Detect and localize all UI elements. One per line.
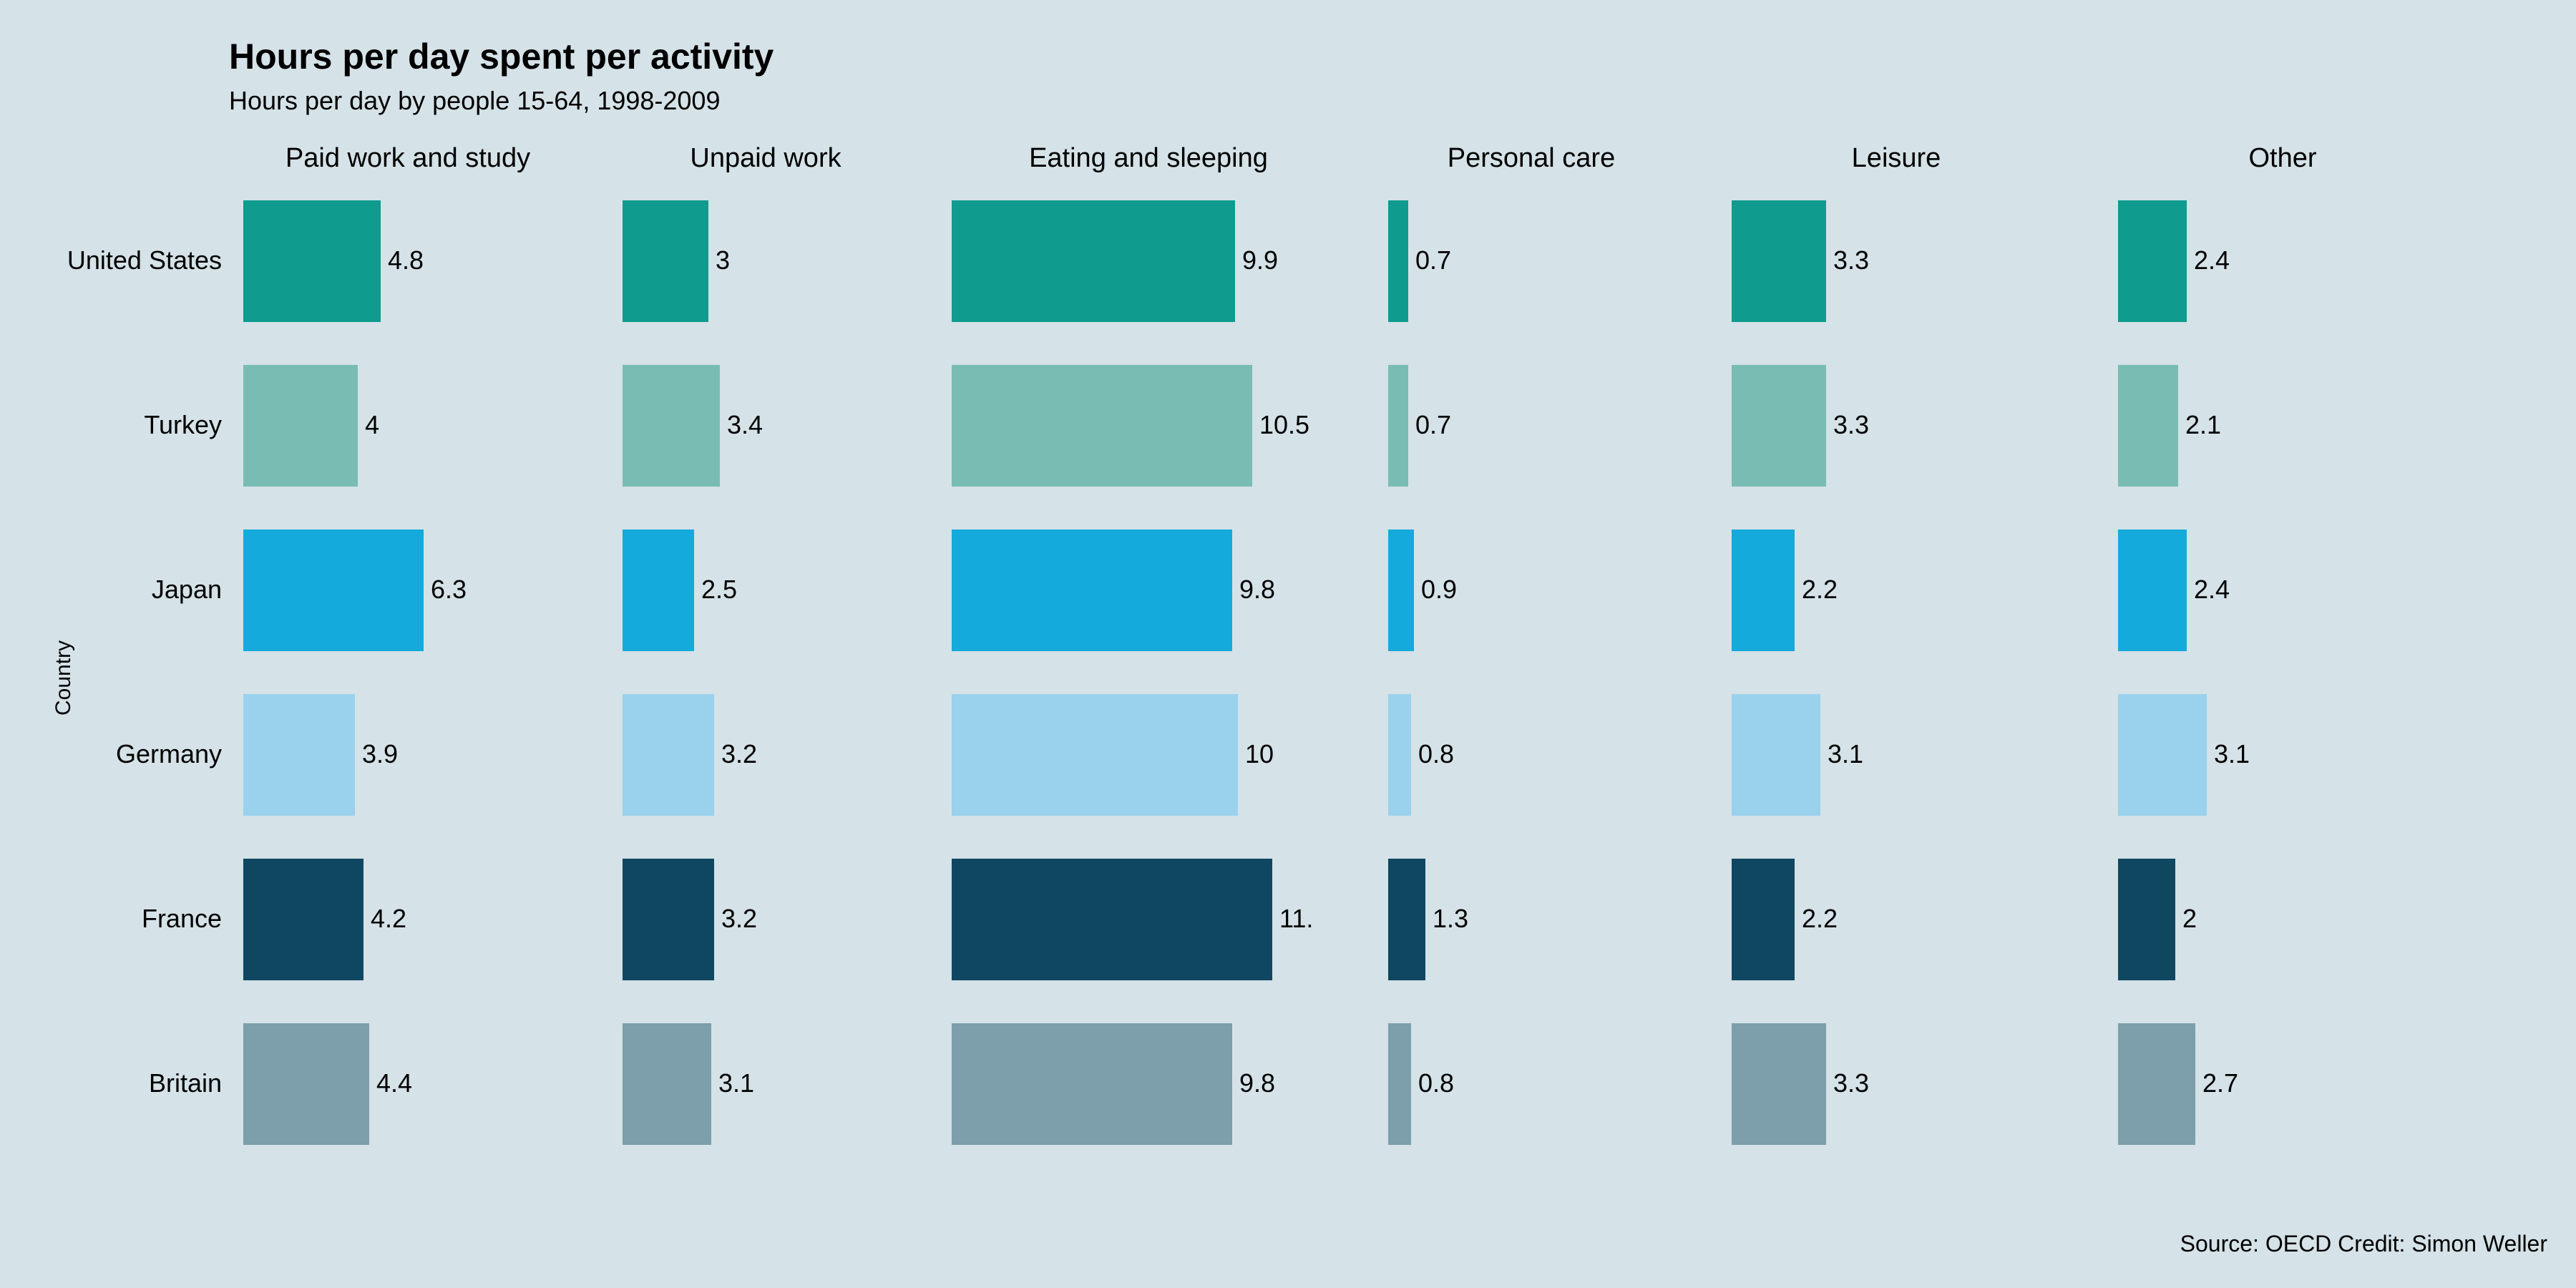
row-label: France <box>0 904 222 934</box>
bar <box>623 859 714 980</box>
bar <box>1388 200 1408 322</box>
bar <box>1732 200 1826 322</box>
bar-value-label: 9.8 <box>1239 575 1275 605</box>
chart-title: Hours per day spent per activity <box>229 36 774 77</box>
bar <box>952 1023 1232 1145</box>
bar-value-label: 3.3 <box>1833 245 1869 275</box>
bar-value-label: 6.3 <box>431 575 467 605</box>
column-header: Eating and sleeping <box>923 143 1374 174</box>
bar-value-label: 3.1 <box>718 1068 754 1098</box>
bar <box>1732 694 1820 816</box>
bar <box>2118 530 2187 651</box>
bar <box>243 200 381 322</box>
bar <box>1732 1023 1826 1145</box>
bar <box>243 530 424 651</box>
bar-value-label: 2.5 <box>701 575 737 605</box>
bar-value-label: 0.8 <box>1418 1068 1454 1098</box>
bar-value-label: 9.9 <box>1242 245 1278 275</box>
column-header: Other <box>2089 143 2476 174</box>
bar <box>243 859 364 980</box>
bar <box>623 200 708 322</box>
bar <box>243 365 358 487</box>
bar-value-label: 3.1 <box>2214 739 2250 769</box>
bar-value-label: 3.2 <box>721 904 757 934</box>
bar <box>2118 365 2178 487</box>
bar-value-label: 2.4 <box>2194 245 2230 275</box>
bar-value-label: 4.8 <box>388 245 424 275</box>
bar <box>1388 1023 1411 1145</box>
chart-container: Hours per day spent per activity Hours pe… <box>0 0 2576 1288</box>
bar-value-label: 11. <box>1279 904 1313 934</box>
bar-value-label: 3.3 <box>1833 1068 1869 1098</box>
column-header: Unpaid work <box>594 143 937 174</box>
bar-value-label: 4.4 <box>376 1068 412 1098</box>
bar-value-label: 3.3 <box>1833 410 1869 440</box>
bar-value-label: 2.2 <box>1802 575 1838 605</box>
y-axis-label: Country <box>52 640 76 716</box>
bar-value-label: 9.8 <box>1239 1068 1275 1098</box>
bar <box>1388 530 1414 651</box>
bar <box>1732 365 1826 487</box>
credit-line: Source: OECD Credit: Simon Weller <box>2180 1231 2547 1257</box>
bar-value-label: 2.4 <box>2194 575 2230 605</box>
bar-value-label: 4.2 <box>371 904 406 934</box>
row-label: United States <box>0 245 222 275</box>
bar <box>952 859 1272 980</box>
bar-value-label: 3.1 <box>1828 739 1863 769</box>
bar <box>1388 859 1425 980</box>
bar <box>952 530 1232 651</box>
bar-value-label: 0.7 <box>1415 245 1451 275</box>
row-label: Britain <box>0 1068 222 1098</box>
bar <box>1732 530 1795 651</box>
bar-value-label: 3.4 <box>727 410 763 440</box>
bar <box>952 365 1252 487</box>
bar-value-label: 2.7 <box>2202 1068 2238 1098</box>
bar-value-label: 2 <box>2182 904 2197 934</box>
bar <box>1388 694 1411 816</box>
bar <box>623 530 694 651</box>
bar-value-label: 10 <box>1245 739 1274 769</box>
bar <box>952 200 1235 322</box>
bar <box>623 1023 711 1145</box>
bar <box>243 1023 369 1145</box>
chart-subtitle: Hours per day by people 15-64, 1998-2009 <box>229 86 720 116</box>
bar-value-label: 10.5 <box>1259 410 1309 440</box>
bar <box>1388 365 1408 487</box>
bar <box>623 694 714 816</box>
column-header: Personal care <box>1360 143 1703 174</box>
row-label: Turkey <box>0 410 222 440</box>
bar <box>952 694 1238 816</box>
bar <box>2118 1023 2195 1145</box>
bar <box>2118 694 2207 816</box>
bar <box>623 365 720 487</box>
bar-value-label: 0.8 <box>1418 739 1454 769</box>
bar <box>2118 200 2187 322</box>
bar <box>1732 859 1795 980</box>
bar-value-label: 0.9 <box>1421 575 1457 605</box>
bar-value-label: 3 <box>716 245 730 275</box>
bar-value-label: 0.7 <box>1415 410 1451 440</box>
bar-value-label: 3.2 <box>721 739 757 769</box>
bar-value-label: 2.2 <box>1802 904 1838 934</box>
column-header: Paid work and study <box>215 143 601 174</box>
bar <box>243 694 355 816</box>
bar-value-label: 3.9 <box>362 739 398 769</box>
row-label: Japan <box>0 575 222 605</box>
bar-value-label: 2.1 <box>2185 410 2221 440</box>
column-header: Leisure <box>1703 143 2089 174</box>
bar-value-label: 1.3 <box>1433 904 1468 934</box>
row-label: Germany <box>0 739 222 769</box>
bar-value-label: 4 <box>365 410 379 440</box>
bar <box>2118 859 2175 980</box>
